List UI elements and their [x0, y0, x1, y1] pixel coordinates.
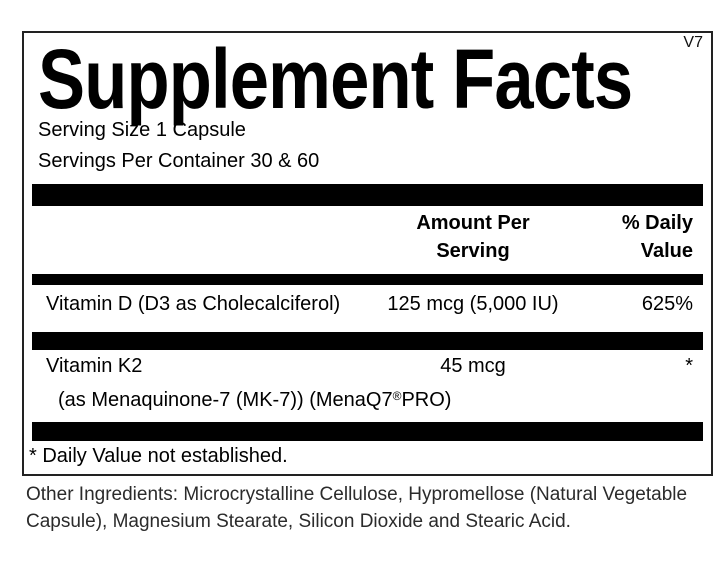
column-header-amount-line1: Amount Per	[416, 212, 530, 234]
separator-bar-row1	[32, 332, 703, 350]
nutrient-row-vitamin-k2: Vitamin K2 45 mcg * (as Menaquinone-7 (M…	[32, 352, 703, 414]
version-tag: V7	[683, 34, 703, 51]
nutrient-subname: (as Menaquinone-7 (MK-7)) (MenaQ7®PRO)	[58, 382, 703, 414]
separator-bar-header	[32, 274, 703, 285]
nutrient-row-vitamin-d: Vitamin D (D3 as Cholecalciferol) 125 mc…	[32, 290, 703, 318]
serving-size-text: Serving Size 1 Capsule	[38, 119, 246, 141]
nutrient-amount: 125 mcg (5,000 IU)	[387, 293, 559, 315]
nutrient-subname-prefix: (as Menaquinone-7 (MK-7)) (MenaQ7	[58, 389, 393, 411]
column-header-daily-value: % Daily Value	[593, 209, 703, 265]
nutrient-name: Vitamin K2	[46, 355, 143, 377]
nutrient-name: Vitamin D (D3 as Cholecalciferol)	[46, 293, 341, 315]
column-header-amount-line2: Serving	[436, 240, 510, 262]
servings-per-container-text: Servings Per Container 30 & 60	[38, 150, 320, 172]
nutrient-daily-value: *	[685, 355, 693, 377]
separator-bar-thick-top	[32, 184, 703, 206]
other-ingredients-line2: Capsule), Magnesium Stearate, Silicon Di…	[26, 511, 571, 532]
nutrient-daily-value: 625%	[641, 293, 693, 315]
nutrient-amount: 45 mcg	[440, 355, 506, 377]
footnote-text: * Daily Value not established.	[29, 445, 288, 467]
other-ingredients-line1: Other Ingredients: Microcrystalline Cell…	[26, 484, 688, 505]
column-header-row: Amount Per Serving % Daily Value	[32, 209, 703, 265]
nutrient-subname-suffix: PRO)	[401, 389, 452, 411]
panel-title: Supplement Facts	[38, 32, 633, 126]
separator-bar-bottom	[32, 422, 703, 441]
column-header-daily-value-line1: % Daily	[621, 212, 693, 234]
column-header-amount: Amount Per Serving	[353, 209, 593, 265]
registered-trademark-mark: ®	[392, 389, 402, 403]
supplement-facts-panel: V7 Supplement Facts Serving Size 1 Capsu…	[22, 31, 713, 476]
other-ingredients-text: Other Ingredients: Microcrystalline Cell…	[26, 481, 718, 535]
column-header-daily-value-line2: Value	[640, 240, 693, 262]
